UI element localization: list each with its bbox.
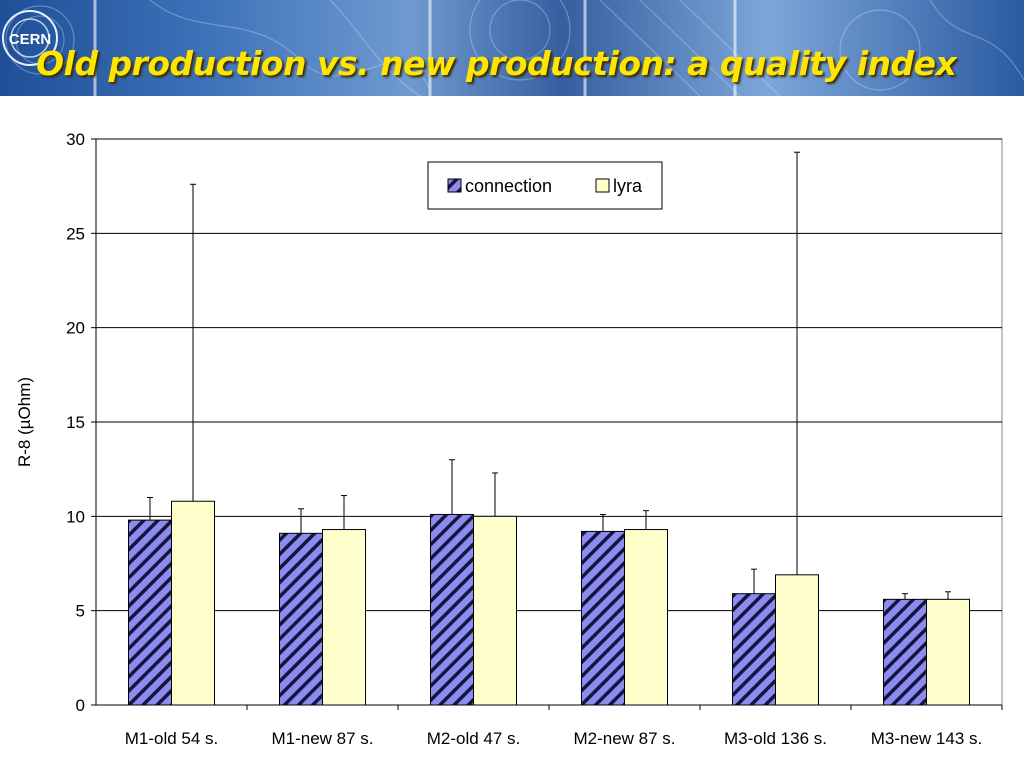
y-tick-label: 5 [76, 602, 85, 621]
x-tick-label: M1-new 87 s. [271, 729, 373, 748]
y-tick-label: 10 [66, 507, 85, 526]
y-tick-label: 30 [66, 130, 85, 149]
x-axis: M1-old 54 s. M1-new 87 s. M2-old 47 s. M2-n… [96, 704, 1003, 748]
legend-label-lyra: lyra [613, 176, 643, 196]
bar-lyra [775, 574, 819, 706]
x-tick-label: M3-old 136 s. [724, 729, 827, 748]
banner-decoration: CERN [2, 0, 1024, 96]
header-banner: CERN Old production vs. new production: … [0, 0, 1024, 96]
legend-swatch-lyra [595, 178, 610, 193]
bar-lyra [473, 515, 517, 706]
bar-connection [279, 532, 323, 706]
bar-connection [581, 530, 625, 706]
legend-box [427, 161, 663, 210]
x-tick-label: M1-old 54 s. [125, 729, 219, 748]
bar-lyra [171, 500, 215, 706]
x-tick-label: M3-new 143 s. [871, 729, 983, 748]
bar-lyra [624, 529, 668, 706]
y-tick-label: 0 [76, 696, 85, 715]
cern-logo: CERN [2, 10, 58, 66]
legend: connection lyra [427, 161, 663, 210]
bar-connection [732, 593, 776, 706]
y-axis: 0 5 10 15 20 25 30 [66, 130, 97, 715]
legend-swatch-connection [447, 178, 462, 193]
x-tick-label: M2-new 87 s. [573, 729, 675, 748]
y-axis-title: R-8 (µOhm) [15, 377, 34, 467]
x-tick-label: M2-old 47 s. [427, 729, 521, 748]
y-tick-label: 15 [66, 413, 85, 432]
bar-connection [883, 598, 927, 706]
grid-lines [96, 138, 1002, 612]
bar-connection [128, 519, 172, 706]
bar-connection [430, 513, 474, 706]
y-tick-label: 25 [66, 224, 85, 243]
bar-chart: 0 5 10 15 20 25 30 M1-old 54 s. M1-new 87 s. M2-… [15, 130, 1003, 748]
y-tick-label: 20 [66, 319, 85, 338]
bar-lyra [322, 529, 366, 706]
slide-title: Old production vs. new production: a qua… [36, 44, 957, 83]
legend-label-connection: connection [465, 176, 552, 196]
cern-logo-text: CERN [9, 31, 52, 48]
bar-lyra [926, 598, 970, 706]
